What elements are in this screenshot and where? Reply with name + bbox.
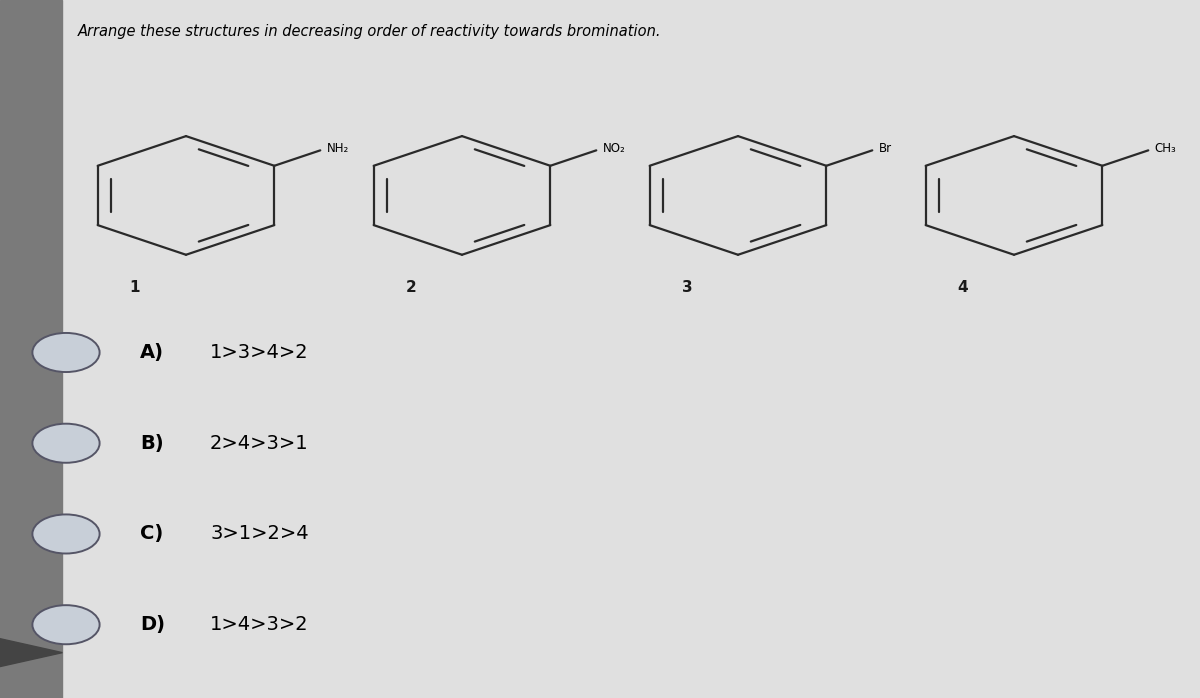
Text: D): D) <box>140 615 166 634</box>
Text: A): A) <box>140 343 164 362</box>
Text: 1>3>4>2: 1>3>4>2 <box>210 343 308 362</box>
Text: NO₂: NO₂ <box>602 142 625 156</box>
Text: 2>4>3>1: 2>4>3>1 <box>210 433 308 453</box>
Text: 1>4>3>2: 1>4>3>2 <box>210 615 308 634</box>
Text: 1: 1 <box>130 280 140 295</box>
Bar <box>0 0 62 698</box>
Polygon shape <box>0 639 62 667</box>
Circle shape <box>32 424 100 463</box>
Text: C): C) <box>140 524 163 544</box>
Text: 3>1>2>4: 3>1>2>4 <box>210 524 308 544</box>
Circle shape <box>32 514 100 554</box>
Text: 3: 3 <box>682 280 692 295</box>
Text: Arrange these structures in decreasing order of reactivity towards bromination.: Arrange these structures in decreasing o… <box>78 24 661 39</box>
Text: 4: 4 <box>958 280 968 295</box>
Text: 2: 2 <box>406 280 416 295</box>
Text: NH₂: NH₂ <box>326 142 349 156</box>
Text: Br: Br <box>878 142 892 156</box>
Circle shape <box>32 333 100 372</box>
Circle shape <box>32 605 100 644</box>
Text: B): B) <box>140 433 164 453</box>
Text: CH₃: CH₃ <box>1154 142 1176 156</box>
